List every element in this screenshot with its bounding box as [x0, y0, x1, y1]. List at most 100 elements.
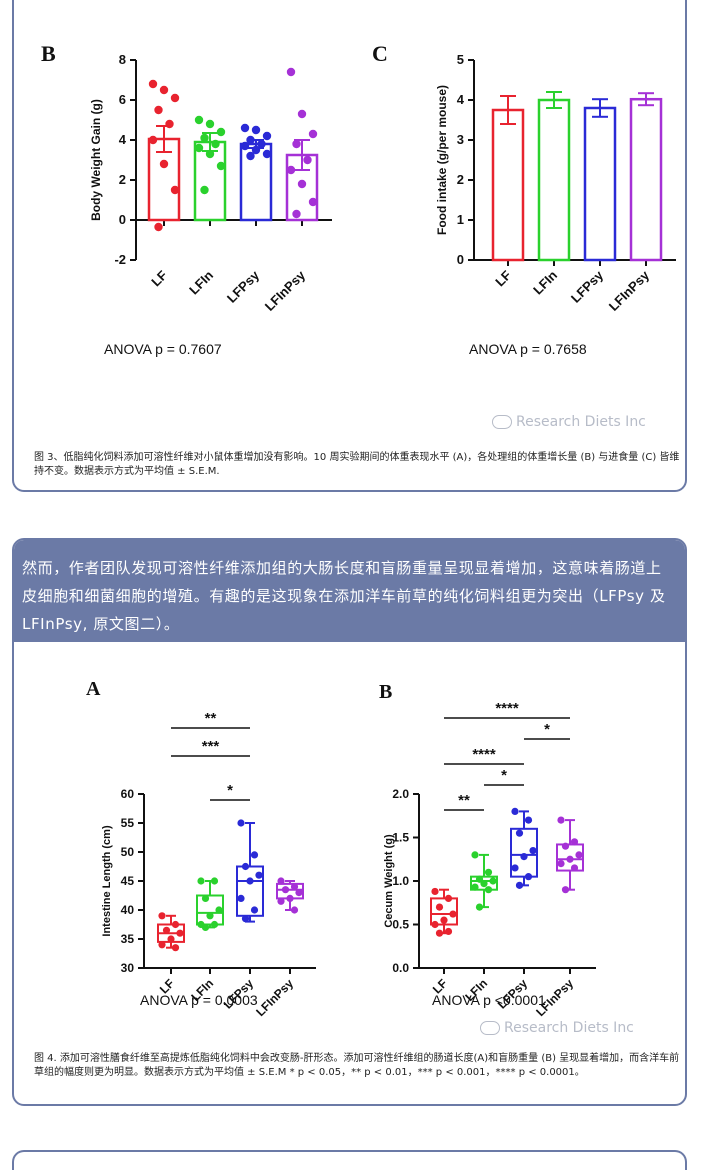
- data-point: [277, 877, 285, 885]
- y-tick-label: 45: [121, 874, 135, 888]
- data-point: [206, 912, 214, 920]
- data-point: [444, 927, 453, 936]
- y-tick-label: 0: [119, 212, 126, 227]
- data-point: [246, 151, 255, 161]
- data-point: [165, 119, 174, 129]
- data-point: [171, 920, 180, 929]
- y-tick-label: 4: [457, 92, 465, 107]
- data-point: [237, 894, 245, 902]
- watermark: Research Diets Inc: [480, 1020, 634, 1036]
- data-point: [205, 149, 215, 159]
- data-point: [520, 853, 528, 861]
- figure3-card: B -2 0 2 4 6 8 Body Weight Gain (g) LF LFIn LFPsy…: [12, 0, 687, 492]
- data-point: [240, 141, 250, 151]
- y-axis-title: Food intake (g/per mouse): [435, 85, 449, 235]
- data-point: [286, 67, 296, 77]
- y-tick-label: 8: [119, 52, 126, 67]
- significance-label: ****: [472, 746, 496, 763]
- data-point: [246, 877, 254, 885]
- data-point: [250, 906, 259, 914]
- data-point: [197, 877, 205, 885]
- data-point: [471, 851, 479, 859]
- watermark: Research Diets Inc: [492, 414, 646, 430]
- y-tick-label: -2: [114, 252, 126, 267]
- data-point: [159, 85, 169, 95]
- significance-label: *: [501, 767, 507, 784]
- data-point: [557, 816, 565, 824]
- x-tick-label: LFPsy: [568, 267, 607, 306]
- data-point: [570, 838, 579, 846]
- data-point: [277, 897, 285, 905]
- x-tick-label: LFInPsy: [253, 976, 296, 1019]
- significance-label: **: [205, 710, 217, 727]
- data-point: [575, 851, 583, 859]
- panel-label-B: B: [379, 681, 392, 703]
- data-point: [201, 923, 210, 931]
- data-point: [281, 886, 290, 894]
- data-point: [162, 926, 171, 934]
- y-tick-label: 55: [121, 816, 135, 830]
- box: [556, 843, 584, 872]
- data-point: [240, 123, 250, 133]
- bar: [583, 106, 617, 262]
- significance-label: *: [544, 721, 550, 738]
- wechat-icon: [480, 1021, 500, 1035]
- data-point: [292, 139, 301, 149]
- x-tick-label: LFInPsy: [262, 267, 309, 314]
- data-point: [431, 887, 439, 896]
- data-point: [290, 883, 299, 891]
- y-tick-label: 35: [121, 932, 135, 946]
- data-point: [286, 165, 296, 175]
- y-tick-label: 0.5: [392, 918, 409, 932]
- panel-label-A: A: [86, 678, 101, 700]
- data-point: [194, 143, 204, 153]
- y-axis-title: Cecum Weight (g): [383, 834, 395, 928]
- box: [196, 894, 224, 926]
- data-point: [449, 910, 457, 918]
- data-point: [171, 944, 180, 952]
- data-point: [308, 129, 318, 139]
- data-point: [303, 155, 312, 165]
- data-point: [286, 894, 294, 902]
- chart-weight-gain: B -2 0 2 4 6 8 Body Weight Gain (g) LF LFIn LFPsy…: [41, 41, 332, 357]
- significance-label: ****: [495, 700, 519, 717]
- box: [470, 875, 498, 891]
- data-point: [215, 906, 223, 914]
- data-point: [237, 819, 245, 827]
- data-point: [290, 906, 299, 914]
- data-point: [246, 135, 255, 145]
- significance-label: *: [227, 782, 233, 799]
- x-tick-label: LF: [148, 267, 170, 289]
- data-point: [292, 209, 301, 219]
- y-tick-label: 0.0: [392, 961, 409, 975]
- wechat-icon: [492, 415, 512, 429]
- figure4-caption: 图 4. 添加可溶性膳食纤维至高提炼低脂纯化饲料中会改变肠-肝形态。添加可溶性纤…: [34, 1053, 680, 1078]
- data-point: [297, 179, 307, 189]
- text-banner: 然而，作者团队发现可溶性纤维添加组的大肠长度和盲肠重量呈现显着增加，这意味着肠道…: [14, 540, 685, 642]
- data-point: [515, 881, 524, 889]
- data-point: [561, 842, 570, 850]
- data-point: [216, 161, 226, 171]
- data-point: [251, 125, 261, 135]
- data-point: [194, 115, 204, 125]
- y-axis-title: Body Weight Gain (g): [89, 99, 103, 221]
- data-point: [515, 829, 524, 837]
- bar: [491, 108, 525, 262]
- y-tick-label: 2: [457, 172, 464, 187]
- y-tick-label: 50: [121, 845, 135, 859]
- data-point: [257, 139, 266, 149]
- anova-annotation: ANOVA p = 0.7658: [469, 341, 587, 357]
- data-point: [241, 862, 250, 871]
- data-point: [524, 816, 533, 824]
- y-tick-label: 30: [121, 961, 135, 975]
- y-tick-label: 2.0: [392, 787, 409, 801]
- data-point: [158, 912, 166, 920]
- y-tick-label: 3: [457, 132, 464, 147]
- data-point: [557, 860, 565, 868]
- bar: [537, 98, 571, 262]
- data-point: [262, 149, 272, 159]
- data-point: [154, 105, 163, 115]
- y-tick-label: 5: [457, 52, 464, 67]
- data-point: [201, 894, 210, 902]
